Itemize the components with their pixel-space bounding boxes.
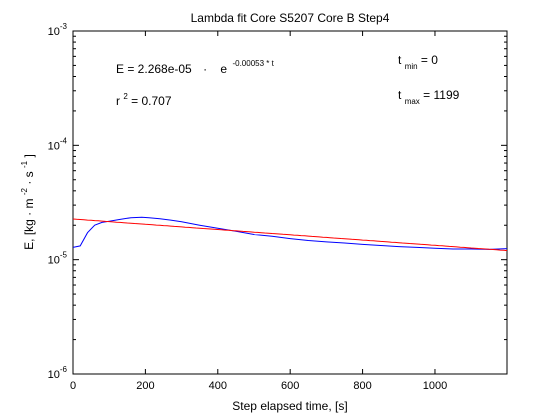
x-tick-label: 200: [136, 380, 154, 392]
r2-base: r: [116, 94, 120, 108]
fit-series-line: [72, 218, 508, 252]
fit-equation-base: e: [220, 62, 227, 76]
y-label-dot2: ·: [22, 181, 36, 185]
x-tick-label: 400: [209, 380, 227, 392]
r2-exp: 2: [123, 92, 128, 101]
tmax-base: t: [398, 88, 402, 102]
y-axis: 10-6 10-5 10-4 10-3: [48, 22, 507, 381]
y-label-m-exp: -2: [20, 187, 29, 195]
y-tick-label: 10-5: [48, 251, 68, 267]
tmax-sub: max: [405, 97, 420, 106]
y-label-s: s: [22, 171, 36, 177]
y-axis-label: E, [kg · m -2 · s -1 ]: [16, 154, 36, 250]
tmax-annotation: t max = 1199: [398, 88, 460, 107]
chart-title: Lambda fit Core S5207 Core B Step4: [191, 11, 390, 25]
y-tick-label: 10-6: [48, 365, 68, 381]
tmin-rest: = 0: [421, 53, 438, 67]
y-tick-label: 10-3: [48, 22, 68, 38]
y-label-end: ]: [22, 154, 36, 157]
y-label-m: m: [22, 198, 36, 208]
y-label-base: E, [kg: [22, 216, 36, 250]
r2-annotation: r 2 = 0.707: [116, 88, 172, 108]
x-tick-label: 800: [353, 380, 371, 392]
r2-rest: = 0.707: [131, 94, 172, 108]
fit-equation-lhs: E = 2.268e-05: [116, 62, 192, 76]
tmin-base: t: [398, 53, 402, 67]
y-tick-label: 10-4: [48, 136, 68, 152]
tmax-rest: = 1199: [423, 88, 459, 102]
tmin-sub: min: [405, 62, 418, 71]
y-label-dot: ·: [22, 212, 36, 216]
series-layer: [72, 216, 508, 252]
fit-equation: E = 2.268e-05 · e -0.00053 * t: [116, 59, 275, 76]
y-label-s-exp: -1: [20, 160, 29, 168]
x-axis: 0 200 400 600 800 1000: [70, 31, 447, 392]
plot-area: [72, 30, 508, 375]
x-tick-label: 600: [281, 380, 299, 392]
tmin-annotation: t min = 0: [398, 53, 438, 72]
fit-equation-dot: ·: [203, 62, 207, 76]
x-axis-label: Step elapsed time, [s]: [232, 399, 347, 413]
x-tick-label: 0: [70, 380, 76, 392]
x-tick-label: 1000: [423, 380, 447, 392]
fit-equation-exp: -0.00053 * t: [232, 59, 274, 68]
